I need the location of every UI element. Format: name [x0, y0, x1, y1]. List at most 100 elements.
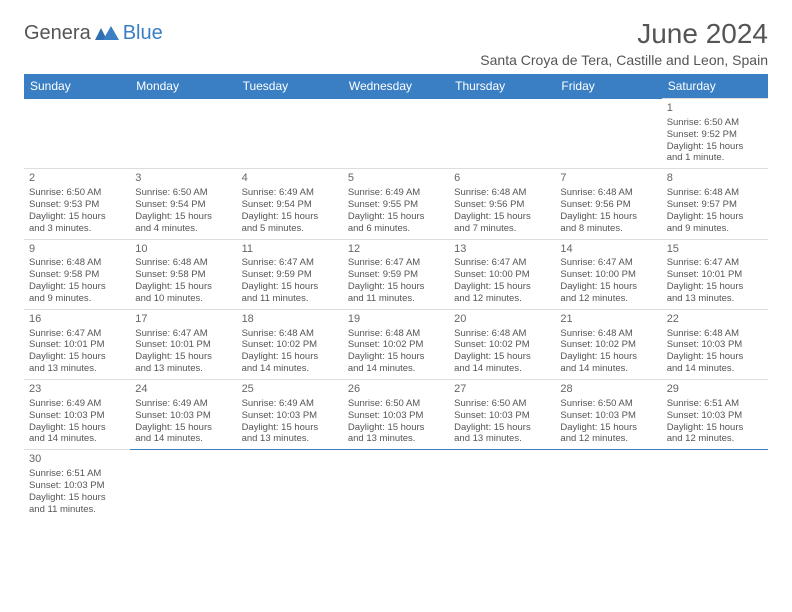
- sunset-text: Sunset: 10:01 PM: [667, 269, 763, 281]
- day-number: 19: [348, 313, 444, 327]
- calendar-week-row: 30Sunrise: 6:51 AMSunset: 10:03 PMDaylig…: [24, 450, 768, 520]
- calendar-week-row: 1Sunrise: 6:50 AMSunset: 9:52 PMDaylight…: [24, 99, 768, 169]
- calendar-cell: [237, 99, 343, 169]
- sunrise-text: Sunrise: 6:48 AM: [667, 187, 763, 199]
- calendar-cell: 6Sunrise: 6:48 AMSunset: 9:56 PMDaylight…: [449, 169, 555, 239]
- day-number: 10: [135, 243, 231, 257]
- daylight-text: Daylight: 15 hours: [560, 351, 656, 363]
- daylight-text: Daylight: 15 hours: [242, 281, 338, 293]
- daylight-text: and 4 minutes.: [135, 223, 231, 235]
- daylight-text: and 14 minutes.: [348, 363, 444, 375]
- daylight-text: and 9 minutes.: [29, 293, 125, 305]
- calendar-cell: 11Sunrise: 6:47 AMSunset: 9:59 PMDayligh…: [237, 239, 343, 309]
- calendar-cell: [130, 450, 236, 520]
- daylight-text: and 13 minutes.: [348, 433, 444, 445]
- sunset-text: Sunset: 10:03 PM: [560, 410, 656, 422]
- calendar-cell: 8Sunrise: 6:48 AMSunset: 9:57 PMDaylight…: [662, 169, 768, 239]
- calendar-cell: 23Sunrise: 6:49 AMSunset: 10:03 PMDaylig…: [24, 380, 130, 450]
- calendar-cell: 10Sunrise: 6:48 AMSunset: 9:58 PMDayligh…: [130, 239, 236, 309]
- calendar-cell: 7Sunrise: 6:48 AMSunset: 9:56 PMDaylight…: [555, 169, 661, 239]
- calendar-cell: [343, 99, 449, 169]
- sunrise-text: Sunrise: 6:47 AM: [348, 257, 444, 269]
- daylight-text: and 14 minutes.: [242, 363, 338, 375]
- daylight-text: and 13 minutes.: [135, 363, 231, 375]
- calendar-week-row: 9Sunrise: 6:48 AMSunset: 9:58 PMDaylight…: [24, 239, 768, 309]
- day-number: 30: [29, 453, 125, 467]
- daylight-text: and 14 minutes.: [667, 363, 763, 375]
- daylight-text: and 13 minutes.: [454, 433, 550, 445]
- calendar-cell: 18Sunrise: 6:48 AMSunset: 10:02 PMDaylig…: [237, 309, 343, 379]
- calendar-cell: 20Sunrise: 6:48 AMSunset: 10:02 PMDaylig…: [449, 309, 555, 379]
- calendar-head: Sunday Monday Tuesday Wednesday Thursday…: [24, 74, 768, 99]
- calendar-cell: [662, 450, 768, 520]
- sunset-text: Sunset: 10:02 PM: [348, 339, 444, 351]
- title-block: June 2024 Santa Croya de Tera, Castille …: [480, 18, 768, 68]
- brand-text-dark: Genera: [24, 22, 91, 45]
- day-number: 18: [242, 313, 338, 327]
- calendar-cell: 15Sunrise: 6:47 AMSunset: 10:01 PMDaylig…: [662, 239, 768, 309]
- daylight-text: Daylight: 15 hours: [454, 281, 550, 293]
- daylight-text: Daylight: 15 hours: [560, 281, 656, 293]
- daylight-text: and 8 minutes.: [560, 223, 656, 235]
- sunrise-text: Sunrise: 6:48 AM: [348, 328, 444, 340]
- daylight-text: and 14 minutes.: [454, 363, 550, 375]
- sunrise-text: Sunrise: 6:51 AM: [29, 468, 125, 480]
- sunrise-text: Sunrise: 6:47 AM: [560, 257, 656, 269]
- daylight-text: and 14 minutes.: [560, 363, 656, 375]
- sunset-text: Sunset: 10:01 PM: [29, 339, 125, 351]
- daylight-text: Daylight: 15 hours: [29, 211, 125, 223]
- calendar-cell: 29Sunrise: 6:51 AMSunset: 10:03 PMDaylig…: [662, 380, 768, 450]
- day-number: 26: [348, 383, 444, 397]
- day-number: 21: [560, 313, 656, 327]
- daylight-text: and 12 minutes.: [454, 293, 550, 305]
- sunrise-text: Sunrise: 6:48 AM: [454, 328, 550, 340]
- sunrise-text: Sunrise: 6:48 AM: [454, 187, 550, 199]
- calendar-cell: 28Sunrise: 6:50 AMSunset: 10:03 PMDaylig…: [555, 380, 661, 450]
- sunrise-text: Sunrise: 6:50 AM: [667, 117, 763, 129]
- sunset-text: Sunset: 9:54 PM: [242, 199, 338, 211]
- daylight-text: and 14 minutes.: [29, 433, 125, 445]
- calendar-week-row: 2Sunrise: 6:50 AMSunset: 9:53 PMDaylight…: [24, 169, 768, 239]
- sunset-text: Sunset: 9:52 PM: [667, 129, 763, 141]
- daylight-text: and 12 minutes.: [560, 293, 656, 305]
- flag-icon: [95, 26, 119, 42]
- daylight-text: and 11 minutes.: [242, 293, 338, 305]
- daylight-text: and 7 minutes.: [454, 223, 550, 235]
- daylight-text: Daylight: 15 hours: [242, 351, 338, 363]
- sunrise-text: Sunrise: 6:48 AM: [560, 328, 656, 340]
- day-number: 20: [454, 313, 550, 327]
- day-header: Friday: [555, 74, 661, 99]
- day-header: Thursday: [449, 74, 555, 99]
- daylight-text: and 11 minutes.: [29, 504, 125, 516]
- daylight-text: and 10 minutes.: [135, 293, 231, 305]
- day-number: 3: [135, 172, 231, 186]
- daylight-text: Daylight: 15 hours: [454, 211, 550, 223]
- calendar-cell: 3Sunrise: 6:50 AMSunset: 9:54 PMDaylight…: [130, 169, 236, 239]
- daylight-text: Daylight: 15 hours: [560, 422, 656, 434]
- day-number: 12: [348, 243, 444, 257]
- calendar-cell: 17Sunrise: 6:47 AMSunset: 10:01 PMDaylig…: [130, 309, 236, 379]
- sunset-text: Sunset: 10:00 PM: [454, 269, 550, 281]
- header: GeneraBlue June 2024 Santa Croya de Tera…: [24, 18, 768, 68]
- sunset-text: Sunset: 10:01 PM: [135, 339, 231, 351]
- sunset-text: Sunset: 10:00 PM: [560, 269, 656, 281]
- calendar-cell: 1Sunrise: 6:50 AMSunset: 9:52 PMDaylight…: [662, 99, 768, 169]
- calendar-cell: 26Sunrise: 6:50 AMSunset: 10:03 PMDaylig…: [343, 380, 449, 450]
- daylight-text: Daylight: 15 hours: [454, 351, 550, 363]
- daylight-text: Daylight: 15 hours: [135, 422, 231, 434]
- sunrise-text: Sunrise: 6:47 AM: [29, 328, 125, 340]
- daylight-text: and 1 minute.: [667, 152, 763, 164]
- daylight-text: and 3 minutes.: [29, 223, 125, 235]
- sunset-text: Sunset: 10:03 PM: [454, 410, 550, 422]
- calendar-cell: 22Sunrise: 6:48 AMSunset: 10:03 PMDaylig…: [662, 309, 768, 379]
- day-number: 14: [560, 243, 656, 257]
- calendar-cell: [237, 450, 343, 520]
- sunset-text: Sunset: 10:02 PM: [560, 339, 656, 351]
- daylight-text: Daylight: 15 hours: [667, 281, 763, 293]
- calendar-cell: 27Sunrise: 6:50 AMSunset: 10:03 PMDaylig…: [449, 380, 555, 450]
- sunrise-text: Sunrise: 6:48 AM: [667, 328, 763, 340]
- daylight-text: Daylight: 15 hours: [29, 422, 125, 434]
- calendar-cell: 16Sunrise: 6:47 AMSunset: 10:01 PMDaylig…: [24, 309, 130, 379]
- calendar-cell: 9Sunrise: 6:48 AMSunset: 9:58 PMDaylight…: [24, 239, 130, 309]
- daylight-text: Daylight: 15 hours: [667, 141, 763, 153]
